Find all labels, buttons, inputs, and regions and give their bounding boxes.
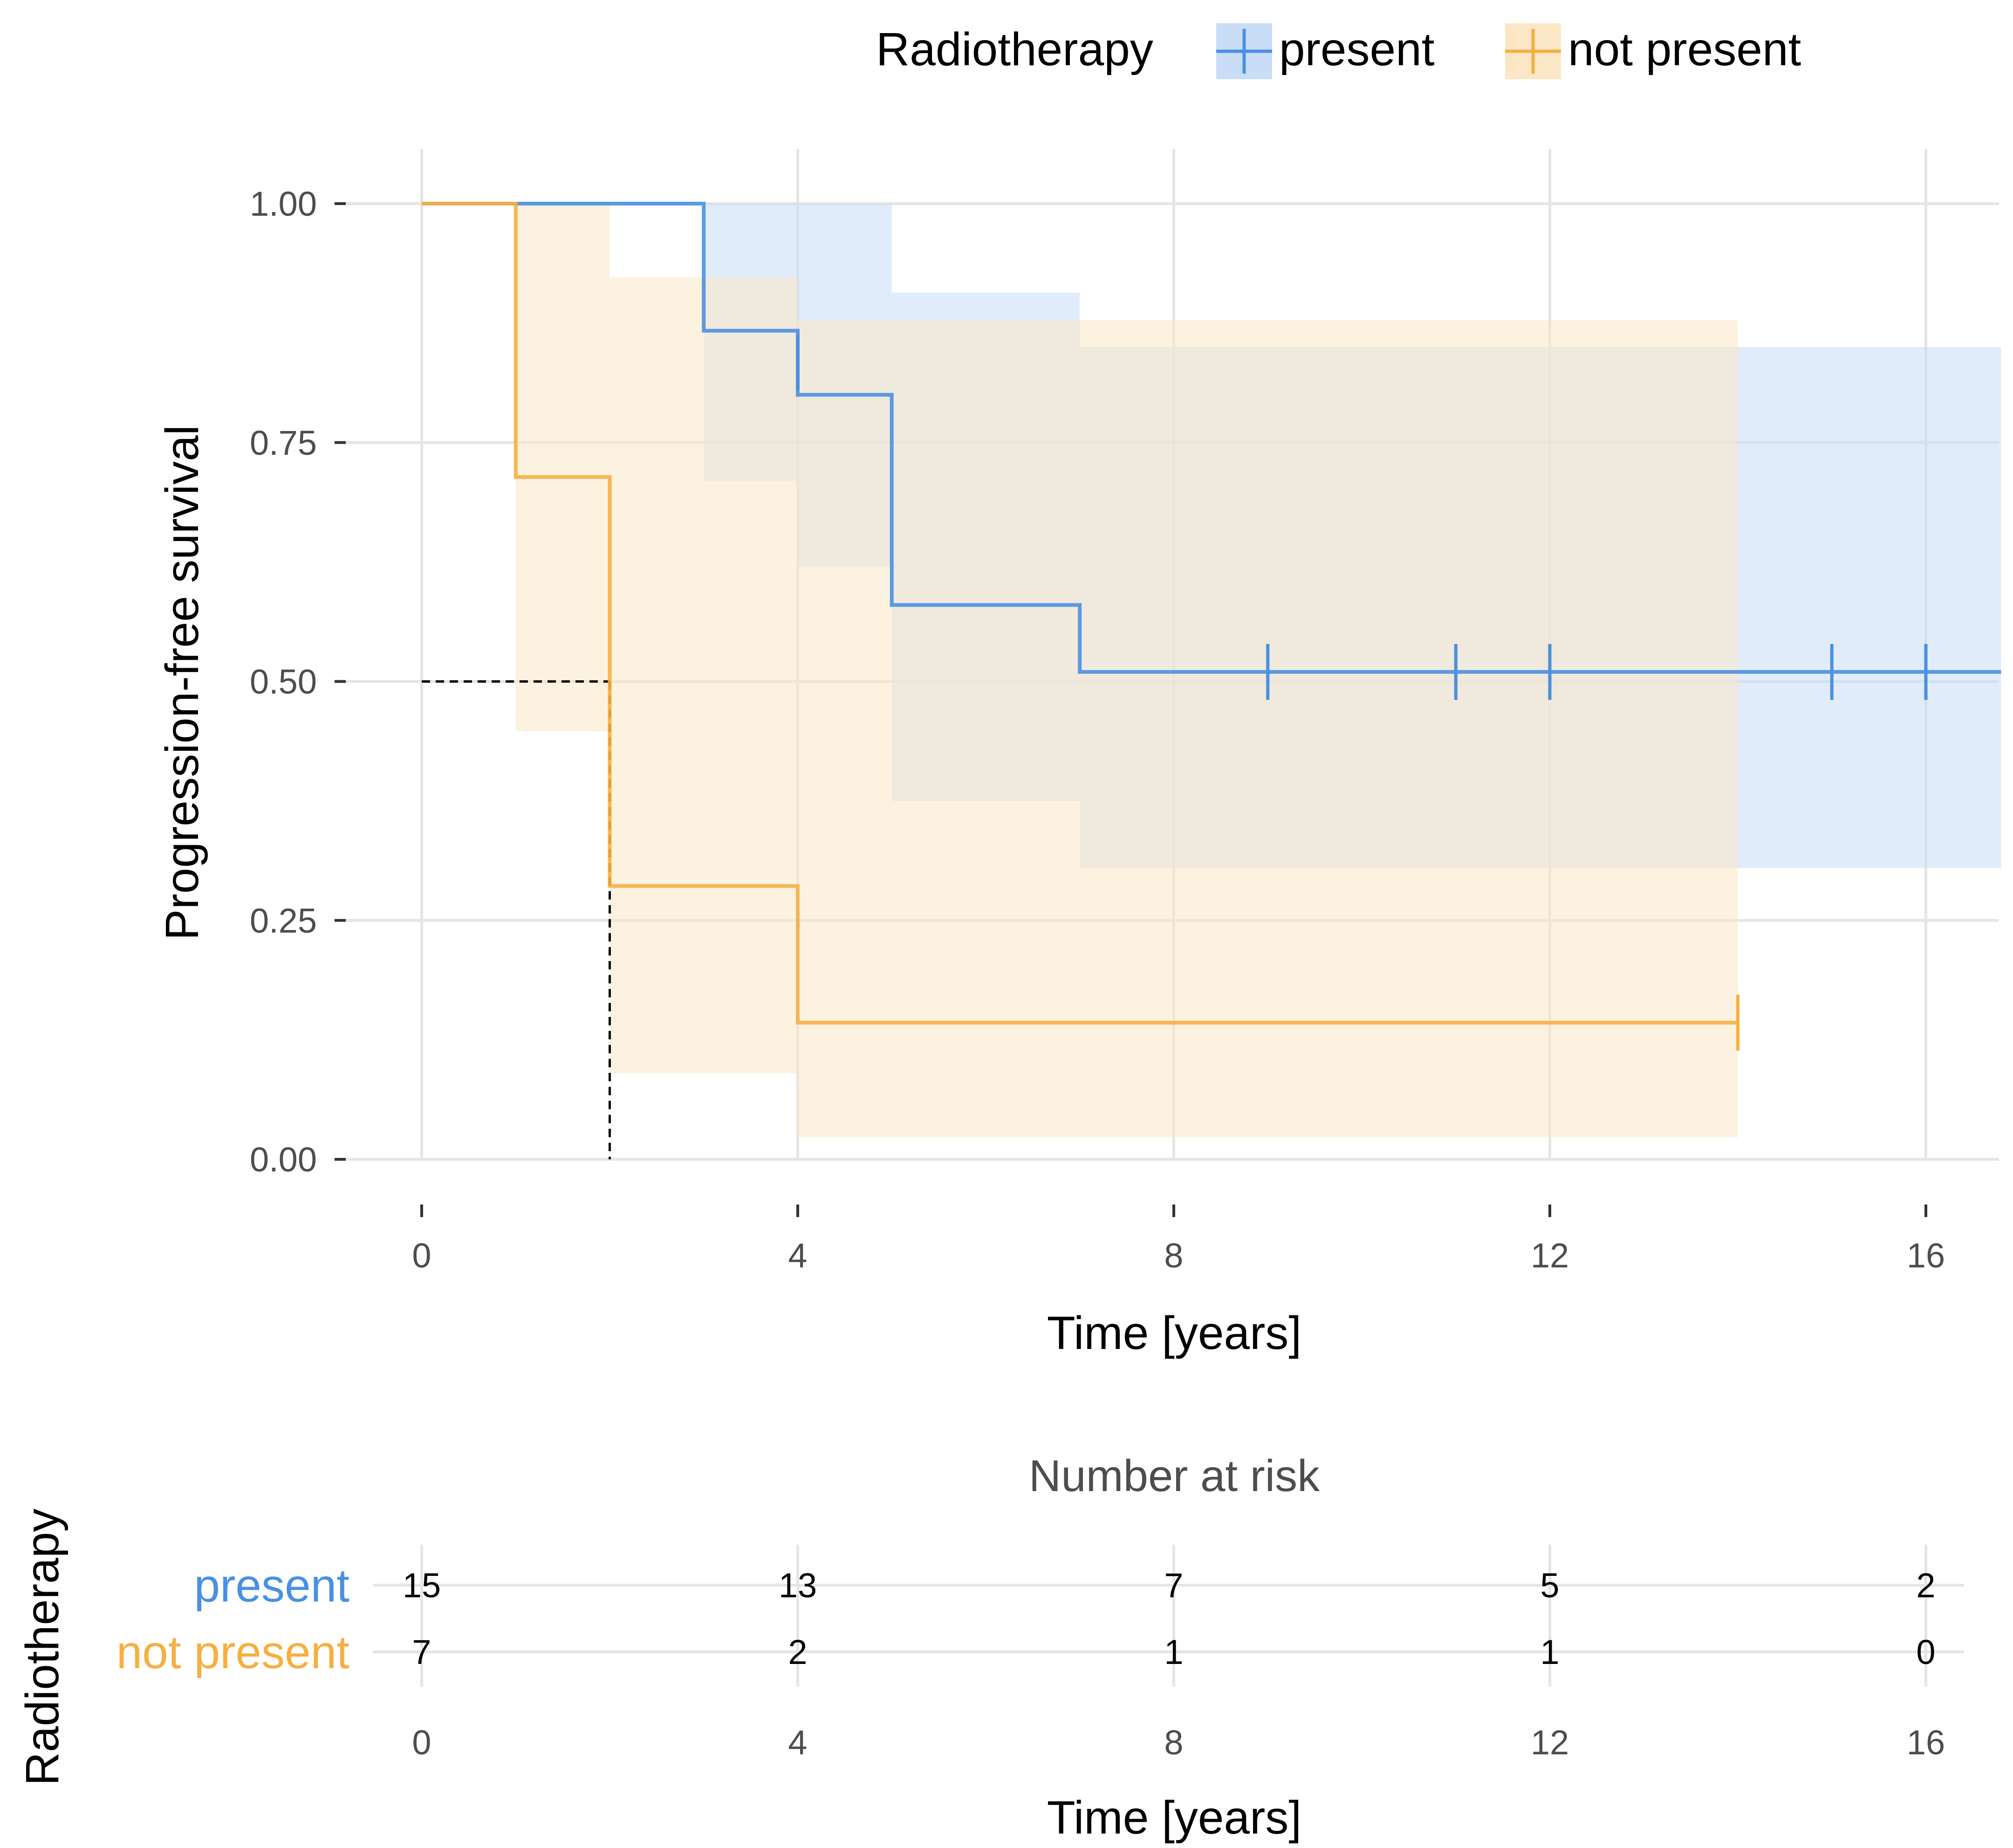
legend-label-not-present: not present bbox=[1568, 23, 1801, 75]
censor-marks bbox=[796, 335, 1928, 1051]
confidence-bands bbox=[515, 204, 2001, 1137]
risk-table: Number at risk Radiotherapy present 15 13 7 5 2… bbox=[16, 1451, 1964, 1844]
x-tick-label-16: 16 bbox=[1907, 1236, 1945, 1275]
x-tick-label-8: 8 bbox=[1164, 1236, 1183, 1275]
risk-value-not-present-4: 2 bbox=[788, 1633, 807, 1671]
x-tick-label-4: 4 bbox=[788, 1236, 807, 1275]
risk-value-present-4: 13 bbox=[779, 1566, 817, 1605]
main-axes: 0.00 0.25 0.50 0.75 1.00 0 4 8 12 16 Time [years] P… bbox=[156, 185, 1945, 1359]
risk-table-y-title: Radiotherapy bbox=[16, 1509, 68, 1786]
y-tick-label-0.25: 0.25 bbox=[250, 901, 317, 940]
survival-curve-present bbox=[422, 202, 2001, 674]
risk-value-not-present-0: 7 bbox=[412, 1633, 431, 1671]
risk-x-tick-label-12: 12 bbox=[1531, 1723, 1569, 1762]
risk-x-tick-label-16: 16 bbox=[1907, 1723, 1945, 1762]
y-axis-title: Progression-free survival bbox=[156, 425, 208, 940]
risk-row-label-present: present bbox=[194, 1560, 349, 1612]
risk-x-tick-label-0: 0 bbox=[412, 1723, 431, 1762]
y-tick-label-0.00: 0.00 bbox=[250, 1140, 317, 1179]
risk-x-axis-title: Time [years] bbox=[1047, 1792, 1301, 1844]
y-tick-label-0.75: 0.75 bbox=[250, 424, 317, 462]
risk-row-label-not-present: not present bbox=[116, 1626, 350, 1678]
survival-curves bbox=[422, 202, 2001, 1025]
risk-table-title: Number at risk bbox=[1029, 1451, 1320, 1501]
risk-x-tick-label-4: 4 bbox=[788, 1723, 807, 1762]
ci-band-not-present-3 bbox=[798, 320, 1738, 1137]
y-tick-label-0.50: 0.50 bbox=[250, 663, 317, 701]
ci-band-not-present-2 bbox=[609, 277, 798, 1074]
survival-curve-not-present bbox=[422, 202, 1738, 1025]
risk-value-present-12: 5 bbox=[1540, 1566, 1559, 1605]
median-reference-lines bbox=[422, 680, 611, 1159]
risk-value-not-present-16: 0 bbox=[1916, 1633, 1935, 1671]
legend-title: Radiotherapy bbox=[876, 23, 1153, 75]
legend: Radiotherapy present not present bbox=[876, 23, 1801, 79]
x-tick-label-0: 0 bbox=[412, 1236, 431, 1275]
x-axis-title: Time [years] bbox=[1047, 1307, 1301, 1359]
legend-label-present: present bbox=[1279, 23, 1435, 75]
risk-x-tick-label-8: 8 bbox=[1164, 1723, 1183, 1762]
risk-value-present-0: 15 bbox=[403, 1566, 441, 1605]
risk-value-not-present-8: 1 bbox=[1164, 1633, 1183, 1671]
x-tick-label-12: 12 bbox=[1531, 1236, 1569, 1275]
risk-value-not-present-12: 1 bbox=[1540, 1633, 1559, 1671]
ci-band-not-present-1 bbox=[515, 204, 610, 732]
risk-value-present-8: 7 bbox=[1164, 1566, 1183, 1605]
y-tick-label-1.00: 1.00 bbox=[250, 185, 317, 223]
risk-value-present-16: 2 bbox=[1916, 1566, 1935, 1605]
